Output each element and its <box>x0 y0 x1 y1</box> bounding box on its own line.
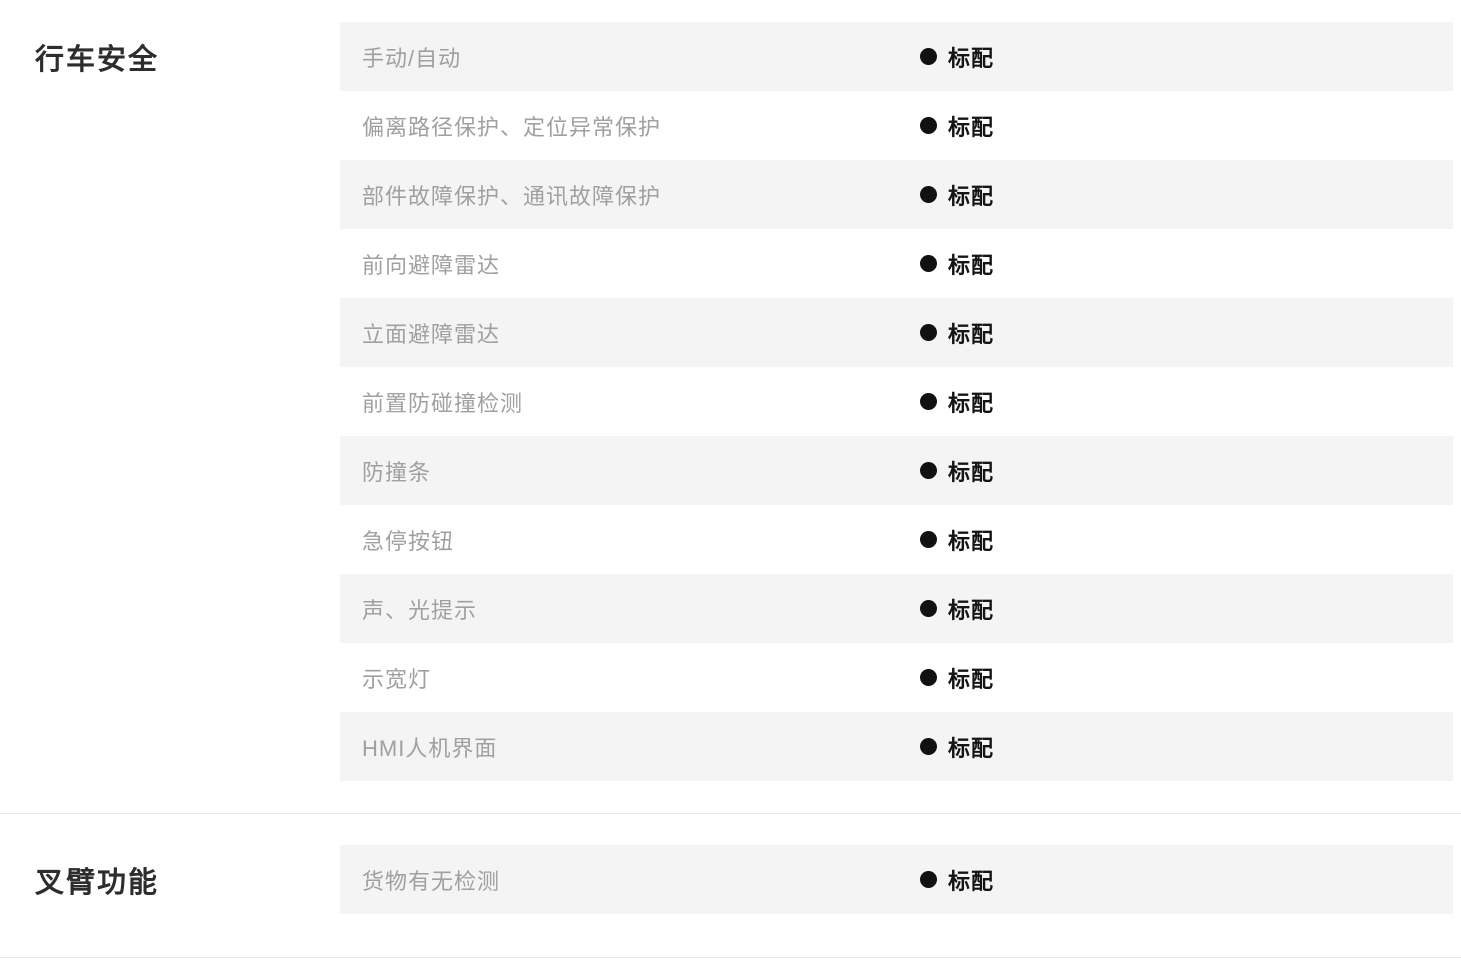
table-row: 示宽灯 标配 <box>340 643 1453 712</box>
spec-label: 货物有无检测 <box>362 868 501 894</box>
section-divider <box>0 957 1461 958</box>
spec-value: 标配 <box>920 386 994 418</box>
spec-value-text: 标配 <box>948 114 995 140</box>
spec-value-text: 标配 <box>948 321 995 347</box>
spec-value: 标配 <box>920 731 994 763</box>
filled-circle-icon <box>920 462 937 479</box>
section-title-column: 叉臂功能 <box>0 845 340 914</box>
section-driving-safety: 行车安全 手动/自动 标配 偏离路径保护、定位异常保护 标配 部件故障保护、通讯… <box>0 22 1461 781</box>
section-fork-arm-function: 叉臂功能 货物有无检测 标配 <box>0 845 1461 914</box>
spec-value-text: 标配 <box>948 666 995 692</box>
spec-label: 偏离路径保护、定位异常保护 <box>362 114 662 140</box>
spec-value: 标配 <box>920 455 994 487</box>
spec-rows: 货物有无检测 标配 <box>340 845 1453 914</box>
table-row: 手动/自动 标配 <box>340 22 1453 91</box>
spec-value-text: 标配 <box>948 735 995 761</box>
table-row: 前向避障雷达 标配 <box>340 229 1453 298</box>
spec-value-text: 标配 <box>948 459 995 485</box>
section-title: 叉臂功能 <box>35 866 160 899</box>
filled-circle-icon <box>920 669 937 686</box>
spec-label: 手动/自动 <box>362 45 462 71</box>
spec-value: 标配 <box>920 110 994 142</box>
spec-value-text: 标配 <box>948 390 995 416</box>
filled-circle-icon <box>920 324 937 341</box>
table-row: 部件故障保护、通讯故障保护 标配 <box>340 160 1453 229</box>
spec-label: 防撞条 <box>362 459 432 485</box>
spec-label: 前向避障雷达 <box>362 252 501 278</box>
spec-value: 标配 <box>920 317 994 349</box>
spec-value: 标配 <box>920 593 994 625</box>
spec-label: 声、光提示 <box>362 597 478 623</box>
section-title-column: 行车安全 <box>0 22 340 91</box>
spec-value: 标配 <box>920 524 994 556</box>
filled-circle-icon <box>920 186 937 203</box>
section-divider <box>0 813 1461 814</box>
spec-label: 前置防碰撞检测 <box>362 390 524 416</box>
table-row: 货物有无检测 标配 <box>340 845 1453 914</box>
filled-circle-icon <box>920 48 937 65</box>
table-row: 立面避障雷达 标配 <box>340 298 1453 367</box>
spec-value: 标配 <box>920 662 994 694</box>
filled-circle-icon <box>920 531 937 548</box>
spec-value-text: 标配 <box>948 528 995 554</box>
filled-circle-icon <box>920 738 937 755</box>
spec-value-text: 标配 <box>948 252 995 278</box>
table-row: 偏离路径保护、定位异常保护 标配 <box>340 91 1453 160</box>
spec-value-text: 标配 <box>948 868 995 894</box>
spec-value: 标配 <box>920 248 994 280</box>
spec-label: 部件故障保护、通讯故障保护 <box>362 183 662 209</box>
filled-circle-icon <box>920 117 937 134</box>
spec-label: 立面避障雷达 <box>362 321 501 347</box>
filled-circle-icon <box>920 871 937 888</box>
spec-value-text: 标配 <box>948 45 995 71</box>
table-row: 前置防碰撞检测 标配 <box>340 367 1453 436</box>
spec-value-text: 标配 <box>948 597 995 623</box>
spec-value-text: 标配 <box>948 183 995 209</box>
table-row: 防撞条 标配 <box>340 436 1453 505</box>
spec-rows: 手动/自动 标配 偏离路径保护、定位异常保护 标配 部件故障保护、通讯故障保护 … <box>340 22 1453 781</box>
filled-circle-icon <box>920 393 937 410</box>
table-row: 声、光提示 标配 <box>340 574 1453 643</box>
spec-value: 标配 <box>920 179 994 211</box>
section-title: 行车安全 <box>35 43 160 76</box>
spec-label: 示宽灯 <box>362 666 432 692</box>
table-row: HMI人机界面 标配 <box>340 712 1453 781</box>
filled-circle-icon <box>920 255 937 272</box>
spec-label: HMI人机界面 <box>362 735 498 761</box>
spec-value: 标配 <box>920 41 994 73</box>
spec-table: 行车安全 手动/自动 标配 偏离路径保护、定位异常保护 标配 部件故障保护、通讯… <box>0 22 1461 958</box>
filled-circle-icon <box>920 600 937 617</box>
table-row: 急停按钮 标配 <box>340 505 1453 574</box>
spec-value: 标配 <box>920 864 994 896</box>
spec-label: 急停按钮 <box>362 528 455 554</box>
